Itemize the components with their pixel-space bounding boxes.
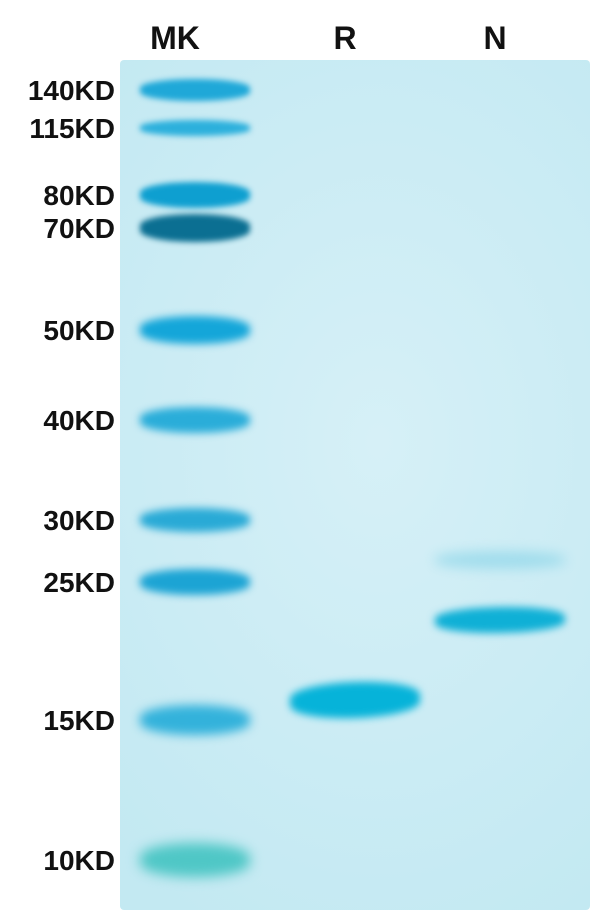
- ladder-band: [140, 182, 250, 208]
- ladder-band: [140, 705, 250, 735]
- lane-header-n: N: [455, 20, 535, 57]
- ladder-label: 10KD: [5, 845, 115, 877]
- ladder-band: [140, 407, 250, 433]
- ladder-label: 15KD: [5, 705, 115, 737]
- ladder-band: [140, 214, 250, 242]
- lane-header-r: R: [305, 20, 385, 57]
- ladder-label: 80KD: [5, 180, 115, 212]
- ladder-band: [140, 569, 250, 595]
- ladder-label: 30KD: [5, 505, 115, 537]
- ladder-label: 70KD: [5, 213, 115, 245]
- ladder-label: 40KD: [5, 405, 115, 437]
- ladder-label: 50KD: [5, 315, 115, 347]
- ladder-band: [140, 316, 250, 344]
- ladder-label: 140KD: [5, 75, 115, 107]
- ladder-label: 25KD: [5, 567, 115, 599]
- ladder-band: [140, 120, 250, 136]
- sample-band: [435, 551, 565, 569]
- lane-header-mk: MK: [135, 20, 215, 57]
- ladder-band: [140, 508, 250, 532]
- ladder-band: [140, 843, 250, 877]
- ladder-band: [140, 79, 250, 101]
- ladder-label: 115KD: [5, 113, 115, 145]
- gel-figure: MK R N 140KD 115KD 80KD70KD 50KD 40KD 30KD 25K…: [0, 0, 600, 920]
